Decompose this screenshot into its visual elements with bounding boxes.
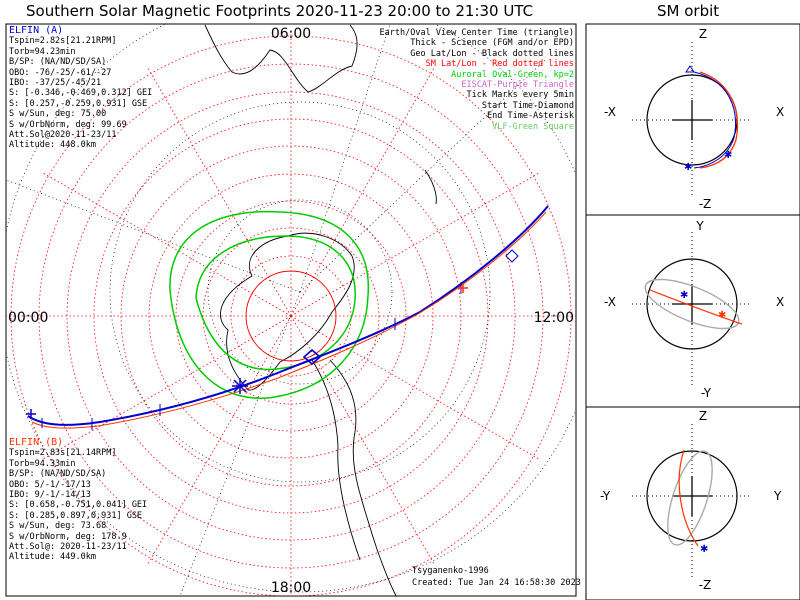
elfin-a-info: ELFIN (A) Tspin=2.82s[21.21RPM] Torb=94.2… (9, 25, 152, 151)
created-timestamp: Created: Tue Jan 24 16:58:30 2023 (412, 578, 581, 588)
start-diamonds (302, 249, 519, 366)
elfin-b-line: S: [0.658,-0.751,0.041] GEI (9, 500, 148, 511)
orbit-3-left: -Y (600, 489, 611, 503)
elfin-b-line: B/SP: (NA/ND/SD/SA) (9, 469, 107, 480)
elfin-a-line: S w/OrbNorm, deg: 99.69 (9, 119, 127, 130)
orbit-2-bottom: -Y (701, 386, 712, 400)
legend-entry: Thick - Science (FGM and/or EPD) (410, 38, 574, 49)
legend-entry: Auroral Oval-Green, kp=2 (451, 69, 574, 80)
auroral-ovals (169, 210, 370, 399)
sm-pole-circle (245, 270, 337, 362)
elfin-a-line: S: [-0.346,-0.469,0.312] GEI (9, 88, 153, 99)
orbit-title: SM orbit (657, 2, 720, 20)
elfin-a-line: OBO: -76/-25/-61/-27 (9, 67, 112, 78)
svg-text:✱: ✱ (718, 310, 726, 321)
legend-entry: Start Time-Diamond (481, 100, 574, 111)
orbit-2-right: X (776, 295, 784, 309)
elfin-b-line: Att.Sol@: 2020-11-23/11 (9, 542, 127, 553)
track-ticks (41, 282, 462, 430)
elfin-b-line: Torb=94.33min (9, 458, 76, 469)
orbit-1-top: Z (699, 27, 707, 41)
orbit-frame-3 (585, 406, 800, 600)
hour-label-top: 06:00 (271, 26, 311, 42)
legend-entry: Geo Lat/Lon - Black dotted lines (410, 48, 574, 59)
orbit-frame-2 (585, 214, 800, 408)
orbit-3-top: Z (699, 409, 707, 423)
elfin-a-track (27, 205, 549, 426)
orbit-1-bottom: -Z (699, 197, 712, 211)
svg-text:✱: ✱ (680, 290, 688, 301)
legend-entry: SM Lat/Lon - Red dotted lines (425, 59, 574, 70)
legend-entry: Earth/Oval View Center Time (triangle) (379, 28, 574, 38)
coastlines (204, 24, 437, 596)
elfin-a-lines: Tspin=2.82s[21.21RPM] Torb=94.23min B/SP: … (9, 36, 152, 150)
svg-text:✱: ✱ (700, 544, 708, 555)
elfin-a-line: S: [0.257,-0.259,0.931] GSE (9, 98, 148, 109)
map-frame (5, 23, 577, 597)
elfin-a-line: B/SP: (NA/ND/SD/SA) (9, 57, 107, 68)
elfin-b-info: ELFIN (B) Tspin=2.83s[21.14RPM] Torb=94.3… (9, 437, 147, 563)
elfin-b-line: Tspin=2.83s[21.14RPM] (9, 448, 117, 459)
elfin-a-line: Att.Sol@2020-11-23/11 (9, 130, 117, 141)
orbit-2-top: Y (695, 219, 704, 233)
orbit-3-right: Y (773, 489, 782, 503)
hour-label-right: 12:00 (534, 310, 574, 326)
elfin-a-line: Torb=94.23min (9, 46, 76, 57)
elfin-b-line: IBO: 9/-1/-14/13 (9, 490, 91, 501)
legend-entry: End Time-Asterisk (487, 111, 574, 122)
orbit-3-bottom: -Z (699, 578, 712, 592)
model-author: Tsyganenko-1996 (412, 566, 489, 576)
svg-text:✱: ✱ (724, 150, 732, 161)
end-asterisks (26, 283, 468, 419)
elfin-b-line: Altitude: 449.0km (9, 552, 96, 563)
orbit-panel-xy: ✱ ✱ Y -Y -X X (604, 219, 784, 400)
orbit-panel-xz: ✱ ✱ Z -Z -X X (604, 27, 784, 211)
legend: Earth/Oval View Center Time (triangle) Th… (380, 28, 574, 132)
hour-label-bottom: 18:00 (271, 580, 311, 596)
sm-grid-spokes (6, 30, 576, 596)
elfin-a-line: Tspin=2.82s[21.21RPM] (9, 36, 117, 47)
elfin-b-line: S: [0.285,0.897,0.931] GSE (9, 510, 143, 521)
elfin-b-line: S w/Sun, deg: 73.68 (9, 521, 107, 532)
orbit-panel-yz: ✱ Z -Z -Y Y (600, 409, 782, 592)
elfin-a-line: IBO: -37/25/-45/21 (9, 78, 102, 89)
main-title: Southern Solar Magnetic Footprints 2020-… (26, 2, 534, 20)
svg-text:✱: ✱ (684, 162, 692, 173)
elfin-b-lines: Tspin=2.83s[21.14RPM] Torb=94.33min B/SP: … (9, 448, 147, 562)
elfin-a-name: ELFIN (A) (9, 25, 64, 36)
elfin-b-line: S w/OrbNorm, deg: 178.9 (9, 531, 127, 542)
orbit-1-right: X (776, 105, 784, 119)
orbit-2-left: -X (604, 295, 616, 309)
elfin-b-name: ELFIN (B) (9, 437, 64, 448)
elfin-a-line: S w/Sun, deg: 75.00 (9, 109, 107, 120)
legend-entry: Tick Marks every 5min (466, 90, 574, 101)
elfin-a-line: Altitude: 448.0km (9, 140, 96, 151)
hour-label-left: 00:00 (8, 310, 48, 326)
orbit-1-left: -X (604, 105, 616, 119)
legend-entry: VLF-Green Square (492, 121, 574, 132)
elfin-b-line: OBO: 5/-1/-17/13 (9, 479, 91, 490)
legend-entry: EISCAT-Purple Triangle (461, 80, 574, 91)
